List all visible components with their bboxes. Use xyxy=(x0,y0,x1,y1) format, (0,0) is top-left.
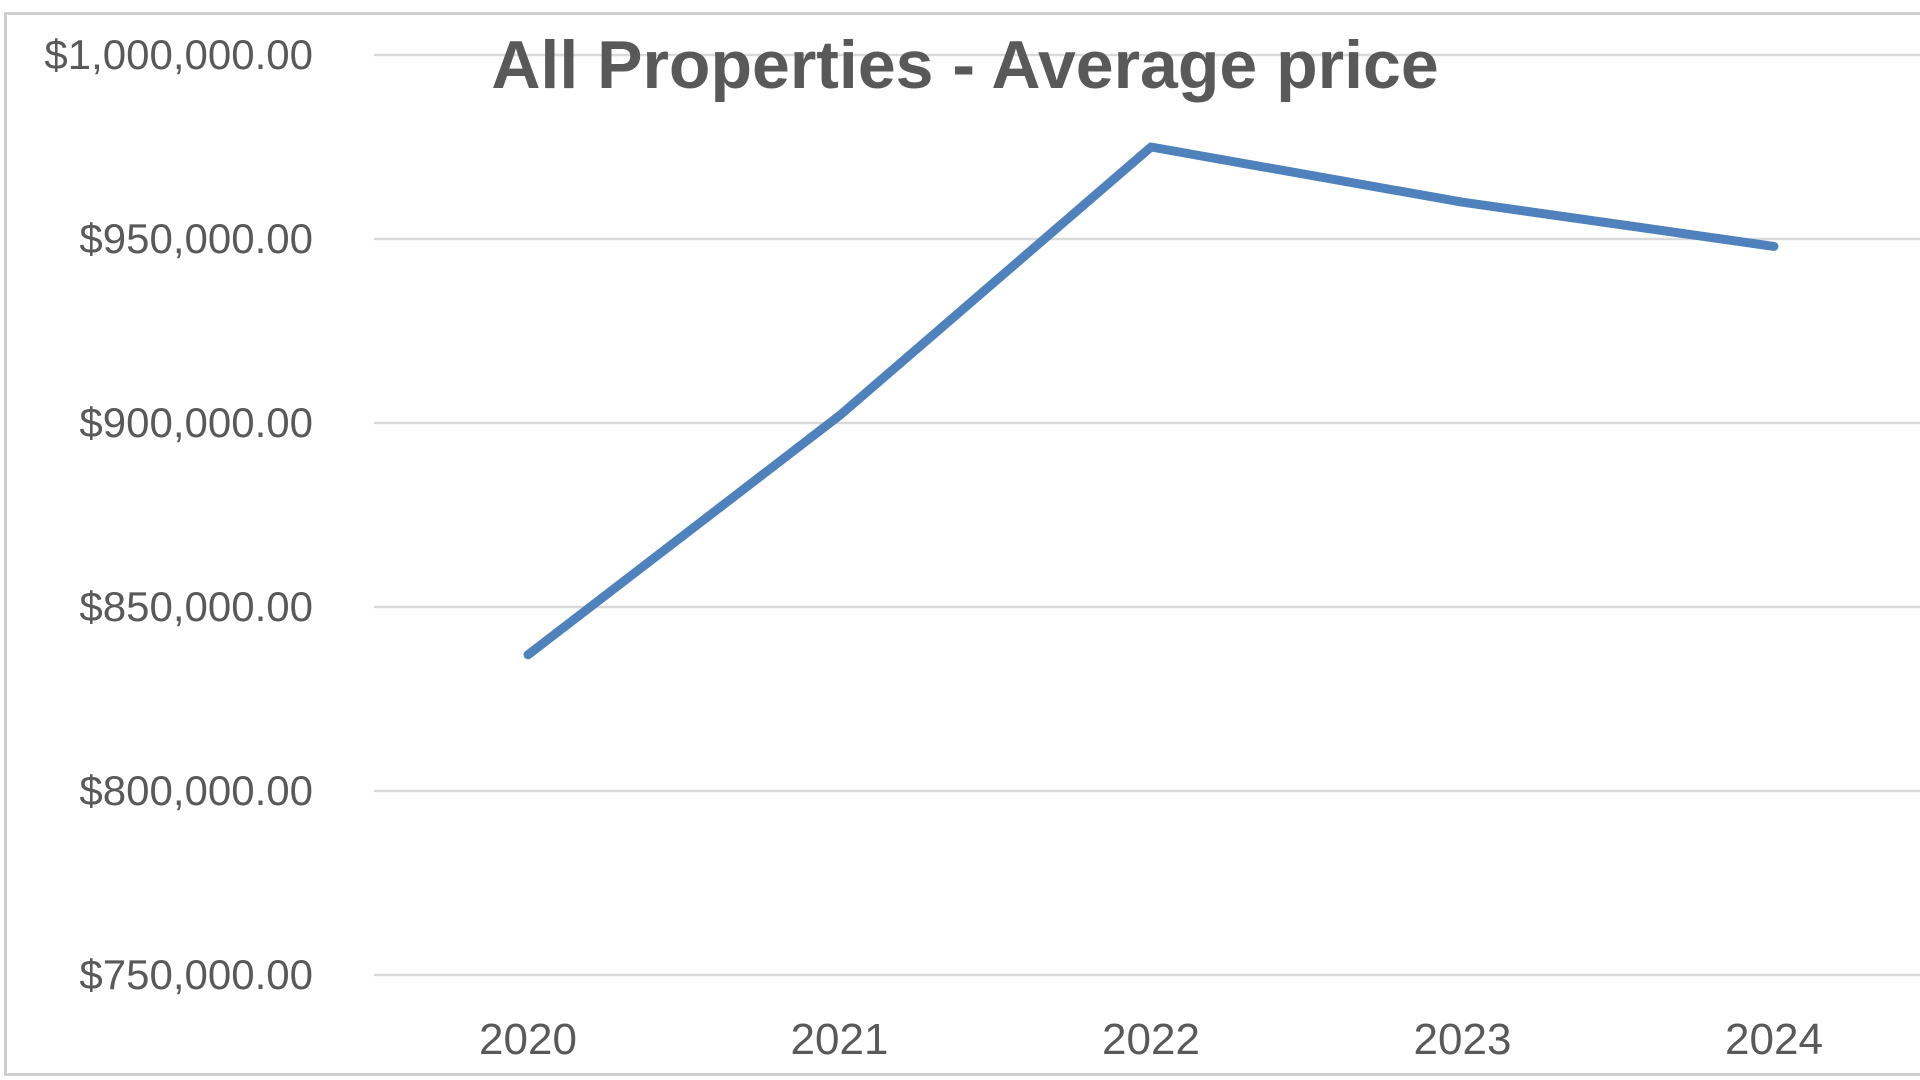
series-line xyxy=(523,142,1779,660)
chart-title: All Properties - Average price xyxy=(491,27,1438,103)
y-tick-label: $900,000.00 xyxy=(79,399,313,446)
y-tick-label: $850,000.00 xyxy=(79,583,313,630)
y-axis-tick-labels: $1,000,000.00 $950,000.00 $900,000.00 $850,… xyxy=(44,31,313,998)
series-lines xyxy=(523,142,1779,660)
x-tick-label: 2020 xyxy=(479,1015,577,1064)
y-tick-label: $800,000.00 xyxy=(79,767,313,814)
y-tick-label: $750,000.00 xyxy=(79,951,313,998)
chart-frame xyxy=(4,12,1920,1076)
x-tick-label: 2021 xyxy=(791,1015,889,1064)
x-tick-label: 2023 xyxy=(1414,1015,1512,1064)
gridlines xyxy=(374,53,1920,977)
x-tick-label: 2024 xyxy=(1725,1015,1823,1064)
x-axis-tick-labels: 2020 2021 2022 2023 2024 xyxy=(479,1015,1823,1064)
y-tick-label: $950,000.00 xyxy=(79,215,313,262)
x-tick-label: 2022 xyxy=(1102,1015,1200,1064)
y-tick-label: $1,000,000.00 xyxy=(44,31,313,78)
